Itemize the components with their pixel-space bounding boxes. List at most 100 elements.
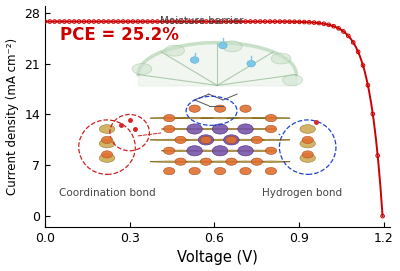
- Polygon shape: [162, 150, 200, 151]
- Polygon shape: [201, 117, 239, 119]
- Point: [374, 153, 381, 158]
- Point: [247, 19, 254, 24]
- Point: [223, 19, 229, 24]
- Ellipse shape: [226, 136, 237, 144]
- Ellipse shape: [187, 146, 202, 156]
- Ellipse shape: [265, 114, 277, 122]
- Ellipse shape: [99, 154, 115, 162]
- Polygon shape: [212, 150, 250, 151]
- Ellipse shape: [219, 42, 227, 49]
- Ellipse shape: [99, 125, 115, 133]
- Point: [355, 50, 361, 54]
- Ellipse shape: [175, 158, 186, 165]
- Polygon shape: [212, 128, 250, 130]
- Point: [311, 20, 317, 25]
- Point: [120, 19, 126, 24]
- Point: [321, 22, 327, 26]
- Point: [213, 19, 219, 24]
- Point: [52, 19, 58, 24]
- Ellipse shape: [212, 124, 228, 134]
- Point: [198, 19, 205, 24]
- Point: [96, 19, 102, 24]
- Point: [140, 19, 146, 24]
- Text: Moisture barrier: Moisture barrier: [160, 16, 244, 26]
- Polygon shape: [150, 161, 188, 162]
- Point: [184, 19, 190, 24]
- Polygon shape: [252, 117, 290, 119]
- Ellipse shape: [189, 167, 200, 175]
- Point: [238, 19, 244, 24]
- Polygon shape: [176, 139, 214, 141]
- Polygon shape: [238, 128, 276, 130]
- Point: [159, 19, 166, 24]
- Ellipse shape: [164, 125, 175, 133]
- Ellipse shape: [238, 124, 253, 134]
- Ellipse shape: [164, 114, 175, 122]
- Polygon shape: [150, 117, 188, 119]
- Ellipse shape: [226, 158, 237, 165]
- Ellipse shape: [251, 158, 262, 165]
- Ellipse shape: [302, 151, 313, 158]
- Point: [379, 214, 386, 218]
- Point: [218, 19, 224, 24]
- Polygon shape: [162, 128, 200, 130]
- Point: [262, 20, 268, 24]
- Point: [330, 24, 337, 28]
- Ellipse shape: [212, 146, 228, 156]
- Ellipse shape: [283, 75, 302, 86]
- Point: [301, 20, 308, 24]
- Ellipse shape: [265, 125, 277, 133]
- Ellipse shape: [101, 136, 113, 144]
- Point: [272, 20, 278, 24]
- Ellipse shape: [300, 139, 316, 148]
- Ellipse shape: [101, 151, 113, 158]
- Ellipse shape: [238, 146, 253, 156]
- Point: [100, 19, 107, 24]
- Polygon shape: [226, 161, 264, 162]
- Ellipse shape: [271, 53, 291, 64]
- Text: Hydrogen bond: Hydrogen bond: [262, 188, 342, 198]
- Point: [345, 34, 352, 38]
- Point: [169, 19, 175, 24]
- Text: PCE = 25.2%: PCE = 25.2%: [60, 26, 179, 44]
- Ellipse shape: [189, 105, 200, 112]
- Point: [144, 19, 151, 24]
- Point: [228, 19, 234, 24]
- Point: [335, 26, 342, 31]
- Point: [61, 19, 68, 24]
- Point: [340, 29, 347, 34]
- Text: Coordination bond: Coordination bond: [59, 188, 155, 198]
- Point: [296, 20, 302, 24]
- Ellipse shape: [198, 135, 214, 145]
- Point: [282, 20, 288, 24]
- Polygon shape: [187, 128, 225, 130]
- Point: [360, 63, 366, 67]
- Point: [105, 19, 112, 24]
- Ellipse shape: [175, 136, 186, 144]
- Ellipse shape: [224, 135, 239, 145]
- Point: [86, 19, 92, 24]
- Polygon shape: [226, 139, 264, 141]
- Polygon shape: [150, 139, 188, 141]
- Ellipse shape: [164, 167, 175, 175]
- Polygon shape: [226, 117, 264, 119]
- Point: [242, 19, 249, 24]
- Point: [326, 22, 332, 27]
- Polygon shape: [176, 161, 214, 162]
- Point: [291, 20, 298, 24]
- Ellipse shape: [187, 124, 202, 134]
- Point: [174, 19, 180, 24]
- Point: [203, 19, 210, 24]
- Point: [90, 19, 97, 24]
- Point: [149, 19, 156, 24]
- Ellipse shape: [214, 105, 226, 112]
- Ellipse shape: [300, 125, 316, 133]
- Point: [267, 20, 273, 24]
- Ellipse shape: [214, 167, 226, 175]
- Point: [276, 20, 283, 24]
- Polygon shape: [201, 139, 239, 141]
- Ellipse shape: [240, 105, 251, 112]
- Ellipse shape: [265, 147, 277, 154]
- Ellipse shape: [251, 136, 262, 144]
- Point: [232, 19, 239, 24]
